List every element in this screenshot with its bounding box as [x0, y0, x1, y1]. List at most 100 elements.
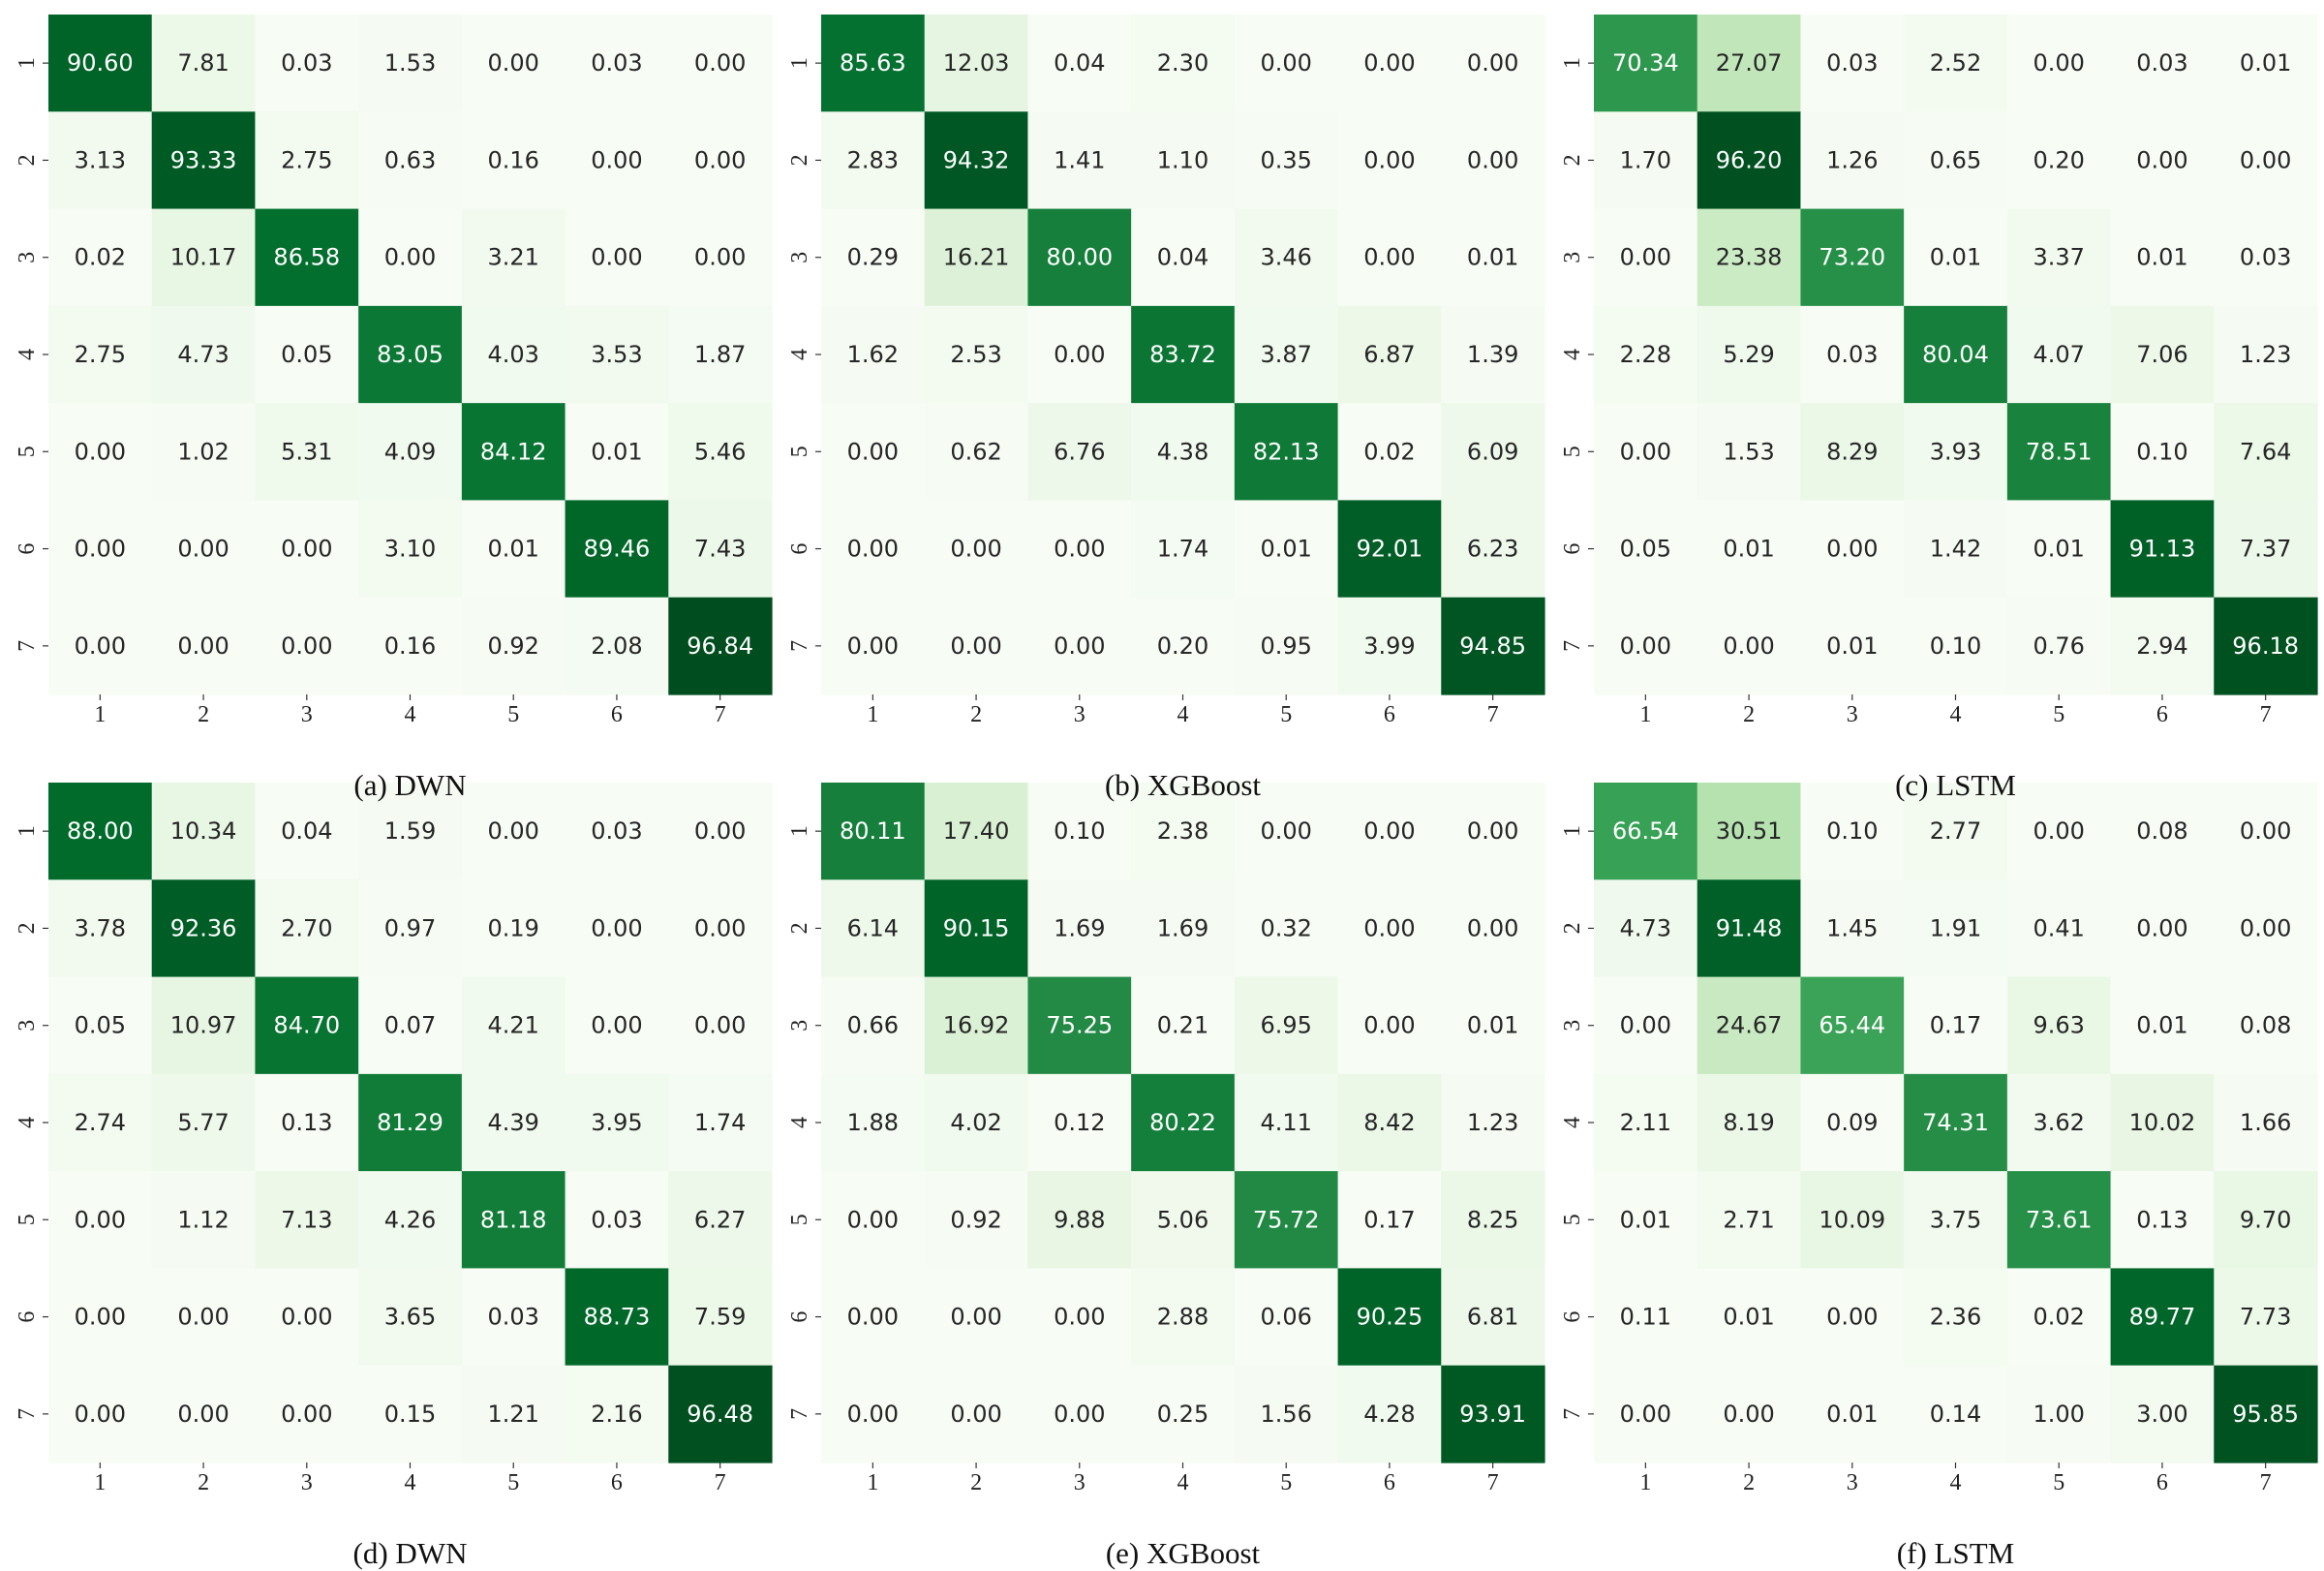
cell-value-label: 0.00 — [177, 632, 229, 660]
heatmap-cell — [151, 305, 257, 404]
heatmap-cell — [924, 1365, 1029, 1463]
cell-value-label: 6.76 — [1054, 438, 1105, 465]
cell-value-label: 0.00 — [591, 146, 642, 173]
cell-value-label: 0.12 — [1054, 1109, 1105, 1136]
heatmap-cell — [1904, 1268, 2008, 1367]
cell-value-label: 0.03 — [487, 1304, 538, 1331]
heatmap-cell — [48, 15, 153, 112]
heatmap-cell — [1800, 597, 1905, 695]
heatmap-cell — [358, 976, 463, 1075]
heatmap-cell — [1027, 879, 1132, 978]
cell-value-label: 0.00 — [847, 1401, 899, 1428]
cell-value-label: 10.09 — [1819, 1206, 1885, 1233]
heatmap-cell — [1594, 1171, 1698, 1270]
cell-value-label: 0.13 — [281, 1109, 332, 1136]
heatmap-cell — [1337, 1073, 1442, 1172]
cell-value-label: 23.38 — [1716, 244, 1783, 271]
cell-value-label: 0.00 — [1620, 1401, 1671, 1428]
y-tick-label: 2 — [15, 922, 40, 934]
heatmap-cell — [2006, 15, 2112, 112]
heatmap-cell — [461, 1268, 566, 1367]
cell-value-label: 27.07 — [1716, 49, 1783, 77]
panel-c: 70.34 27.07 0.03 2.52 0.00 0.03 0.01 1.70 96.20 1… — [1560, 15, 2318, 727]
heatmap-cell — [1594, 500, 1698, 599]
cell-value-label: 0.08 — [2136, 817, 2187, 845]
y-tick-label: 7 — [787, 1408, 812, 1420]
x-tick-label: 6 — [1384, 1470, 1395, 1495]
x-tick-label: 4 — [1177, 702, 1189, 727]
y-tick-label: 5 — [787, 446, 812, 457]
cell-value-label: 91.13 — [2129, 536, 2196, 563]
heatmap-cell — [821, 111, 926, 210]
cell-value-label: 0.04 — [1054, 49, 1105, 77]
heatmap-cell — [1800, 1073, 1905, 1172]
heatmap-cell — [1904, 783, 2008, 880]
cell-value-label: 0.00 — [75, 1401, 126, 1428]
cell-value-label: 0.01 — [591, 438, 642, 465]
cell-value-label: 0.97 — [384, 914, 436, 941]
heatmap-cell — [1800, 500, 1905, 599]
cell-value-label: 0.01 — [1260, 536, 1311, 563]
heatmap-cell — [1234, 15, 1339, 112]
cell-value-label: 3.87 — [1260, 341, 1311, 368]
cell-value-label: 0.00 — [1620, 244, 1671, 271]
cell-value-label: 0.00 — [694, 49, 746, 77]
y-tick-label: 4 — [15, 349, 40, 360]
cell-value-label: 0.17 — [1930, 1012, 1981, 1039]
heatmap-cell — [255, 1268, 359, 1367]
cell-value-label: 2.16 — [591, 1401, 642, 1428]
cell-value-label: 7.64 — [2240, 438, 2291, 465]
cell-value-label: 84.70 — [273, 1012, 340, 1039]
cell-value-label: 0.00 — [847, 438, 899, 465]
heatmap-cell — [1131, 1268, 1236, 1367]
cell-value-label: 0.00 — [1363, 914, 1415, 941]
x-tick-label: 2 — [198, 1470, 209, 1495]
heatmap-cell — [1131, 111, 1236, 210]
cell-value-label: 0.01 — [1467, 244, 1518, 271]
heatmap-cell — [151, 783, 257, 880]
heatmap-cell — [1800, 976, 1905, 1075]
cell-value-label: 0.00 — [281, 1401, 332, 1428]
cell-value-label: 0.10 — [1826, 817, 1878, 845]
heatmap-cell — [461, 1073, 566, 1172]
cell-value-label: 91.48 — [1716, 914, 1783, 941]
cell-value-label: 81.29 — [377, 1109, 443, 1136]
heatmap-cell — [1027, 500, 1132, 599]
heatmap-cell — [1027, 976, 1132, 1075]
cell-value-label: 0.95 — [1260, 632, 1311, 660]
caption-e: (e) XGBoost — [1105, 1536, 1261, 1570]
heatmap-cell — [1027, 1073, 1132, 1172]
x-tick-label: 1 — [1639, 702, 1651, 727]
heatmap-cell — [2110, 597, 2215, 695]
heatmap-cell — [2006, 879, 2112, 978]
cell-value-label: 0.10 — [2136, 438, 2187, 465]
heatmap-cell — [668, 500, 773, 599]
cell-value-label: 0.62 — [950, 438, 1001, 465]
y-tick-label: 6 — [1560, 1311, 1585, 1323]
cell-value-label: 4.28 — [1363, 1401, 1415, 1428]
cell-value-label: 1.69 — [1157, 914, 1208, 941]
heatmap-svg: 80.11 17.40 0.10 2.38 0.00 0.00 0.00 6.14 90.15 1… — [787, 783, 1545, 1495]
cell-value-label: 3.95 — [591, 1109, 642, 1136]
cell-value-label: 5.77 — [177, 1109, 229, 1136]
x-tick-label: 3 — [1847, 1470, 1858, 1495]
heatmap-cell — [565, 1171, 669, 1270]
cell-value-label: 6.14 — [847, 914, 899, 941]
cell-value-label: 93.91 — [1459, 1401, 1526, 1428]
heatmap-cell — [668, 597, 773, 695]
heatmap-cell — [48, 500, 153, 599]
heatmap-cell — [1697, 1268, 1802, 1367]
heatmap-cell — [821, 1171, 926, 1270]
heatmap-cell — [2006, 111, 2112, 210]
heatmap-cell — [1337, 879, 1442, 978]
cell-value-label: 0.19 — [487, 914, 538, 941]
cell-value-label: 1.74 — [1157, 536, 1208, 563]
y-tick-label: 1 — [15, 825, 40, 837]
cell-value-label: 4.26 — [384, 1206, 436, 1233]
heatmap-cell — [668, 1365, 773, 1463]
heatmap-cell — [2214, 500, 2318, 599]
cell-value-label: 0.00 — [847, 1304, 899, 1331]
cell-value-label: 78.51 — [2026, 438, 2093, 465]
heatmap-cell — [1697, 879, 1802, 978]
cell-value-label: 4.02 — [950, 1109, 1001, 1136]
